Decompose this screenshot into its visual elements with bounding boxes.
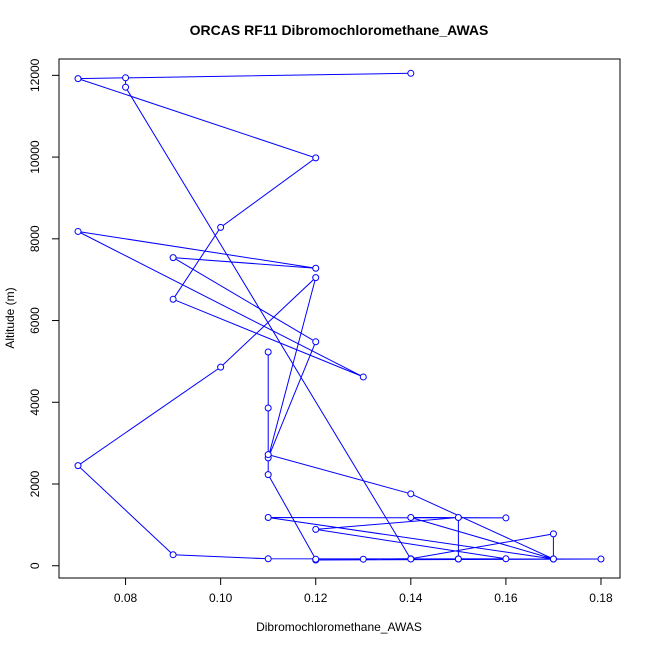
y-tick-label: 2000 <box>28 470 42 497</box>
data-point <box>264 514 272 522</box>
data-point <box>502 555 510 563</box>
data-point <box>264 471 272 479</box>
data-point <box>169 295 177 303</box>
x-tick-label: 0.08 <box>114 591 138 605</box>
chart-title: ORCAS RF11 Dibromochloromethane_AWAS <box>190 22 489 38</box>
y-tick-label: 8000 <box>28 225 42 252</box>
data-point <box>502 514 510 522</box>
data-point <box>312 274 320 282</box>
y-tick-label: 10000 <box>28 140 42 174</box>
data-series <box>74 69 605 564</box>
x-tick-label: 0.12 <box>304 591 328 605</box>
data-point <box>454 555 462 563</box>
data-point <box>549 530 557 538</box>
data-point <box>74 75 82 83</box>
data-point <box>312 264 320 272</box>
x-tick-label: 0.16 <box>494 591 518 605</box>
data-point <box>549 555 557 563</box>
data-point <box>264 555 272 563</box>
data-point <box>312 338 320 346</box>
data-point <box>122 83 130 91</box>
series-line <box>77 72 602 561</box>
data-point <box>407 490 415 498</box>
y-axis-label: Altitude (m) <box>3 287 17 348</box>
y-tick-label: 0 <box>28 562 42 569</box>
y-tick-label: 12000 <box>28 58 42 92</box>
data-point <box>359 373 367 381</box>
data-point <box>597 555 605 563</box>
data-point <box>407 69 415 77</box>
data-point <box>312 555 320 563</box>
x-axis: 0.08 0.10 0.12 0.14 0.16 0.18 <box>114 577 613 605</box>
x-tick-label: 0.10 <box>209 591 233 605</box>
data-point <box>122 74 130 82</box>
data-point <box>169 254 177 262</box>
y-tick-label: 6000 <box>28 307 42 334</box>
x-tick-label: 0.14 <box>399 591 423 605</box>
data-point <box>74 227 82 235</box>
y-axis: 0 2000 4000 6000 8000 10000 12000 <box>28 58 60 569</box>
data-point <box>407 514 415 522</box>
data-point <box>74 462 82 470</box>
data-point <box>454 514 462 522</box>
data-point <box>407 555 415 563</box>
data-point <box>312 525 320 533</box>
data-point <box>217 363 225 371</box>
x-tick-label: 0.18 <box>589 591 613 605</box>
y-tick-label: 4000 <box>28 389 42 416</box>
data-point <box>359 555 367 563</box>
data-point <box>312 154 320 162</box>
data-point <box>169 551 177 559</box>
x-axis-label: Dibromochloromethane_AWAS <box>256 620 422 634</box>
plot-frame <box>58 58 621 579</box>
data-point <box>217 223 225 231</box>
data-point <box>264 404 272 412</box>
data-point <box>264 451 272 459</box>
data-point <box>264 348 272 356</box>
